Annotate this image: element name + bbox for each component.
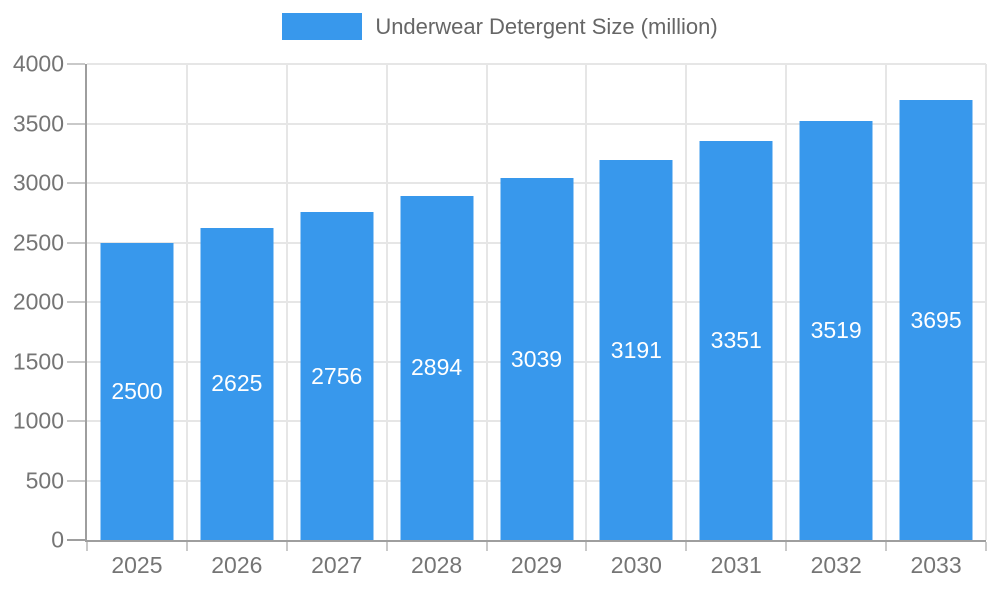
bar: 2894 xyxy=(400,195,474,540)
x-tick-mark xyxy=(585,542,588,551)
bar: 3351 xyxy=(699,141,773,540)
bar: 3519 xyxy=(799,121,873,540)
y-axis-tick-label: 2000 xyxy=(12,288,64,315)
x-axis-tick-label: 2033 xyxy=(910,552,962,578)
y-axis-tick-label: 2500 xyxy=(12,229,64,255)
bar-value-label: 3519 xyxy=(810,317,862,344)
bar-value-label: 2625 xyxy=(211,370,263,397)
y-axis-tick-label: 4000 xyxy=(12,50,64,77)
x-axis-tick-label: 2031 xyxy=(710,552,762,578)
v-gridline xyxy=(485,64,488,540)
y-axis-tick-label: 1500 xyxy=(12,348,64,374)
x-axis-tick-label: 2030 xyxy=(610,552,662,578)
y-axis-tick-label: 3500 xyxy=(12,110,64,136)
y-axis-tick-label: 3000 xyxy=(12,169,64,196)
plot-area: 0 500 1000 1500 2000 2500 3000 3500 4000 2025 2026… xyxy=(13,52,987,577)
y-tick-mark xyxy=(67,420,85,422)
y-tick-mark xyxy=(67,182,85,184)
v-gridline xyxy=(685,64,688,540)
bar: 2625 xyxy=(200,227,274,540)
x-tick-mark xyxy=(285,542,288,551)
x-tick-mark xyxy=(385,542,388,551)
y-axis-tick-label: 0 xyxy=(51,526,64,553)
x-axis-tick-label: 2027 xyxy=(311,552,363,578)
y-axis-tick-label: 1000 xyxy=(12,407,64,434)
bar-value-label: 2894 xyxy=(411,354,463,381)
bar: 2756 xyxy=(300,212,374,540)
bar-value-label: 2500 xyxy=(111,377,163,404)
x-axis-tick-label: 2029 xyxy=(510,552,563,578)
x-tick-mark xyxy=(485,542,488,551)
bar-value-label: 3695 xyxy=(910,306,962,333)
x-tick-mark xyxy=(185,542,188,551)
x-axis-tick-label: 2028 xyxy=(411,552,463,578)
x-tick-mark xyxy=(685,542,688,551)
x-axis-tick-label: 2025 xyxy=(111,552,163,578)
bar: 3695 xyxy=(899,100,973,540)
y-tick-mark xyxy=(67,539,85,541)
v-gridline xyxy=(385,64,388,540)
bar-value-label: 3351 xyxy=(710,327,762,354)
y-tick-mark xyxy=(67,301,85,303)
x-tick-mark xyxy=(785,542,788,551)
y-axis-tick-label: 500 xyxy=(25,467,64,493)
bar: 3191 xyxy=(599,160,673,540)
bar: 3039 xyxy=(500,178,573,540)
x-axis-tick-label: 2026 xyxy=(211,552,263,578)
v-gridline xyxy=(185,64,188,540)
h-gridline xyxy=(87,122,986,125)
bar: 2500 xyxy=(100,242,174,540)
legend-item[interactable]: Underwear Detergent Size (million) xyxy=(0,13,1000,40)
v-gridline xyxy=(885,64,888,540)
v-gridline xyxy=(985,64,987,540)
v-gridline xyxy=(585,64,588,540)
bar-value-label: 3191 xyxy=(610,336,662,363)
v-gridline xyxy=(785,64,788,540)
x-tick-mark xyxy=(885,542,888,551)
x-tick-mark xyxy=(985,542,987,551)
y-tick-mark xyxy=(67,360,85,363)
legend-label: Underwear Detergent Size (million) xyxy=(375,13,718,39)
v-gridline xyxy=(285,64,288,540)
y-tick-mark xyxy=(67,63,85,65)
x-tick-mark xyxy=(86,542,88,551)
h-gridline xyxy=(87,63,986,65)
y-tick-mark xyxy=(67,479,85,482)
bar-value-label: 2756 xyxy=(311,362,363,389)
x-axis-tick-label: 2032 xyxy=(810,552,862,578)
y-tick-mark xyxy=(67,122,85,125)
y-tick-mark xyxy=(67,241,85,244)
bar-value-label: 3039 xyxy=(510,345,563,372)
legend-swatch-icon xyxy=(282,13,363,40)
